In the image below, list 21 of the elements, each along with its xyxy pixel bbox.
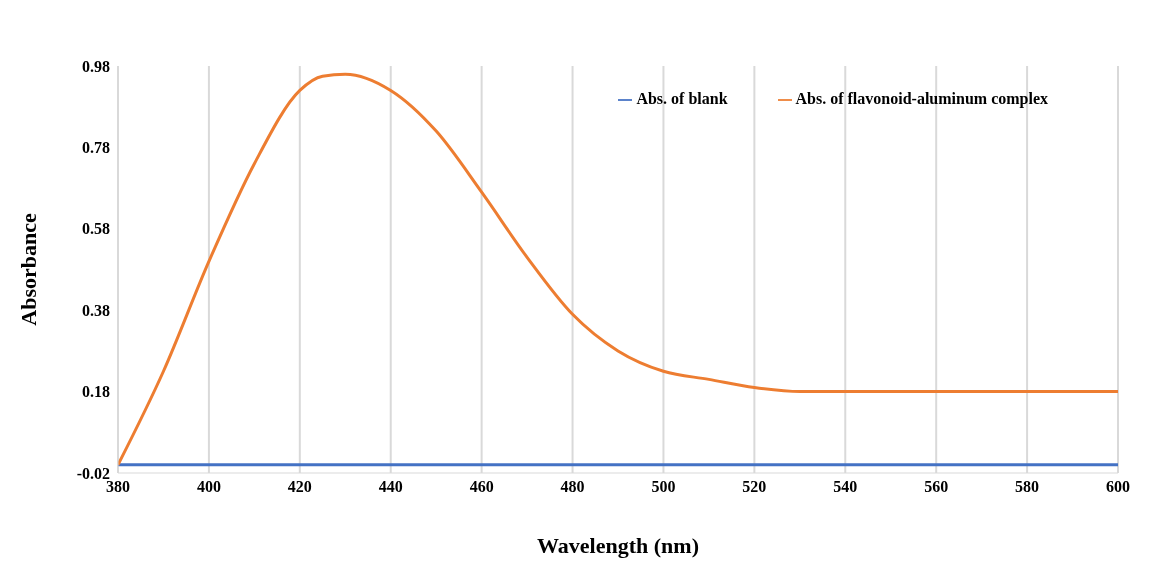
x-tick-label: 440 [378, 478, 403, 496]
legend-label: Abs. of blank [636, 90, 728, 107]
x-tick-label: 580 [1015, 478, 1040, 496]
line-series [118, 72, 1118, 467]
x-tick-label: 600 [1106, 478, 1130, 496]
legend-label: Abs. of flavonoid-aluminum complex [795, 90, 1048, 107]
y-axis-title: Absorbance [15, 213, 41, 326]
x-axis-title: Wavelength (nm) [537, 533, 699, 558]
y-tick-label: 0.18 [82, 383, 110, 401]
x-tick-label: 480 [560, 478, 585, 496]
x-tick-label: 400 [196, 478, 221, 496]
x-tick-label: 520 [742, 478, 767, 496]
y-tick-label: 0.58 [82, 220, 110, 238]
x-tick-label: 540 [833, 478, 858, 496]
y-tick-label: 0.98 [82, 57, 110, 75]
x-tick-label: 500 [651, 478, 676, 496]
x-tick-label: 460 [469, 478, 494, 496]
x-tick-label: 560 [924, 478, 949, 496]
x-tick-label: 420 [287, 478, 312, 496]
y-tick-label: 0.78 [82, 139, 110, 157]
y-tick-label: 0.38 [82, 301, 110, 319]
